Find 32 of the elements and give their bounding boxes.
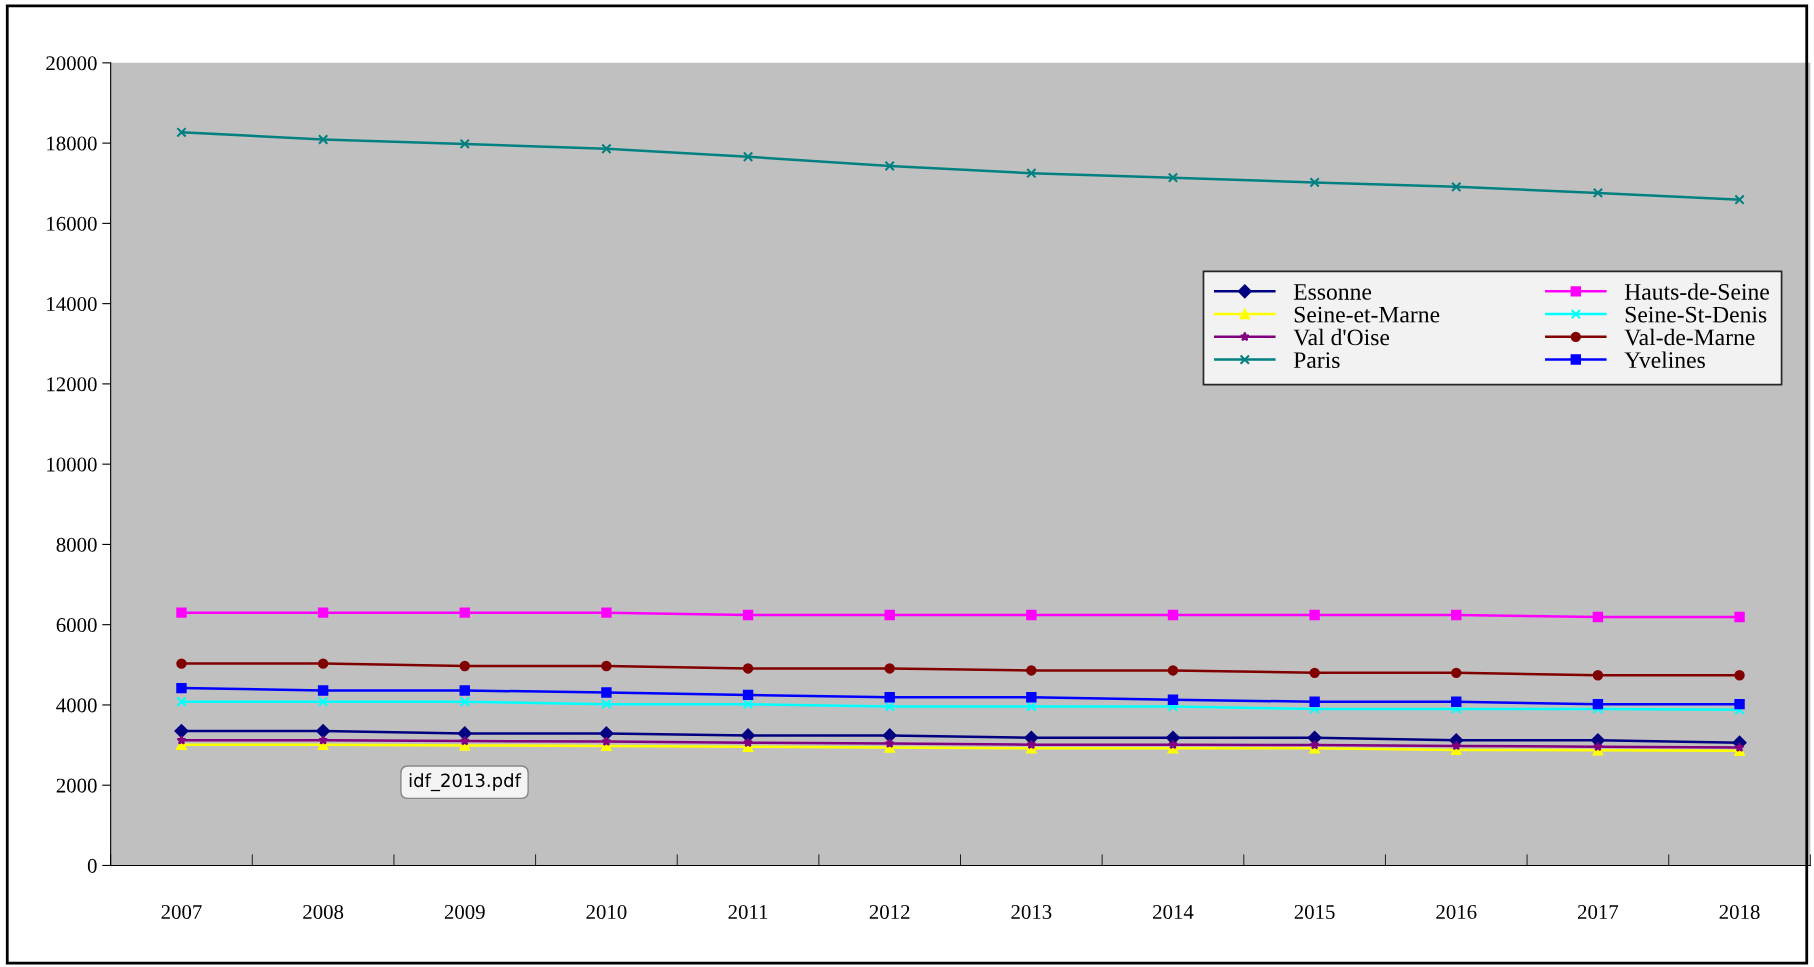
legend-label: Val d'Oise (1293, 328, 1390, 346)
y-tick-label: 10000 (47, 457, 97, 472)
y-tick-label: 16000 (47, 216, 97, 231)
legend-label: Seine-St-Denis (1625, 306, 1767, 323)
y-tick-label: 20000 (46, 56, 97, 71)
legend-label: Hauts-de-Seine (1624, 283, 1769, 300)
x-tick-label: 2014 (1153, 904, 1194, 920)
y-tick-label: 14000 (47, 297, 97, 312)
legend-label: Yvelines (1624, 351, 1705, 369)
y-tick-label: 8000 (56, 537, 97, 552)
y-tick-label: 12000 (47, 377, 97, 392)
y-tick-label: 4000 (56, 698, 97, 713)
x-tick-label: 2012 (869, 904, 910, 920)
x-tick-label: 2009 (444, 904, 485, 920)
y-tick-label: 6000 (56, 618, 97, 633)
legend-label: Val-de-Marne (1624, 328, 1755, 346)
y-tick-label: 0 (87, 858, 97, 873)
x-tick-label: 2017 (1577, 904, 1619, 920)
x-tick-label: 2016 (1436, 904, 1477, 920)
annotation: idf_2013.pdf (409, 773, 522, 792)
x-tick-label: 2008 (303, 904, 344, 920)
x-tick-label: 2011 (728, 904, 768, 920)
y-tick-label: 2000 (56, 778, 97, 793)
y-tick-label: 18000 (47, 136, 97, 151)
legend-label: Paris (1293, 352, 1340, 369)
x-tick-label: 2018 (1719, 904, 1760, 920)
x-tick-label: 2007 (161, 904, 202, 920)
legend-label: Essonne (1293, 284, 1372, 300)
x-tick-label: 2013 (1011, 904, 1052, 920)
legend-label: Seine-et-Marne (1294, 306, 1440, 323)
x-tick-label: 2010 (586, 904, 627, 920)
x-tick-label: 2015 (1294, 904, 1335, 920)
